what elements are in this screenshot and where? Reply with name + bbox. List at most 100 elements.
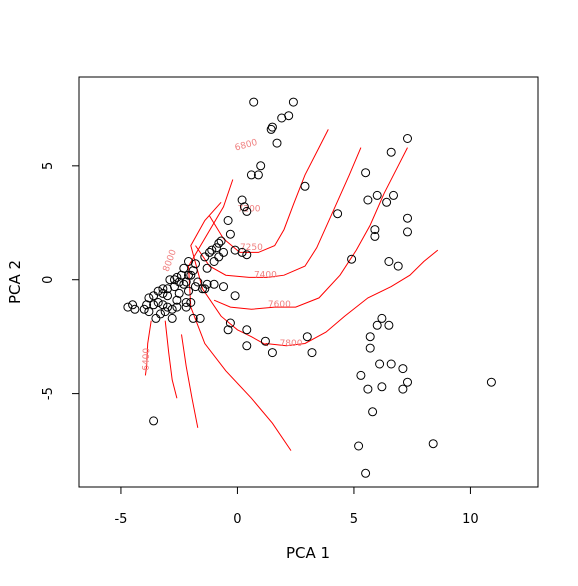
scatter-point [153,286,163,296]
scatter-point [219,247,228,257]
scatter-point [172,302,182,312]
scatter-point [128,300,138,310]
scatter-point [237,195,247,205]
scatter-point [372,320,382,330]
scatter-point [267,348,277,358]
scatter-point [151,313,161,323]
y-axis-ticks: -5 0 5 [41,162,80,400]
scatter-point [188,266,198,276]
scatter-point [172,295,182,305]
scatter-point [354,441,364,451]
scatter-point [403,213,412,223]
scatter-point [167,304,177,314]
scatter-point [377,382,387,392]
scatter-point [242,250,252,260]
scatter-point [163,291,172,301]
scatter-point [398,384,408,394]
scatter-point [225,318,235,328]
scatter-point [256,161,266,171]
scatter-point [237,247,247,257]
scatter-point [249,97,259,107]
scatter-point [174,288,184,298]
scatter-point [266,124,276,134]
scatter-point [200,252,210,262]
scatter-point [144,307,154,317]
scatter-point [361,468,371,478]
scatter-point [170,275,179,285]
scatter-point [219,282,228,292]
scatter-point [302,332,312,342]
scatter-point [163,284,172,294]
scatter-point [142,300,152,310]
scatter-point [202,263,212,273]
scatter-point [365,332,375,342]
contour-lines [144,129,439,451]
scatter-point [307,348,317,358]
data-points [123,97,496,478]
scatter-point [186,270,196,280]
scatter-point [214,238,224,248]
scatter-point [288,97,298,107]
scatter-point [181,302,191,312]
contour-label-extra: 8000 [162,248,179,273]
contour-7000 [187,179,292,451]
scatter-point [177,270,186,280]
scatter-point [486,377,496,387]
scatter-point [181,298,191,307]
scatter-point [223,325,233,335]
scatter-point [209,257,219,266]
scatter-point [386,147,396,157]
plot-frame [78,76,539,488]
scatter-point [377,313,387,323]
x-tick-label: 5 [350,512,358,527]
contour-label-7600: 7600 [268,300,291,310]
scatter-point [272,138,282,148]
scatter-point [216,236,226,246]
y-axis-title: PCA 2 [6,260,24,304]
scatter-point [267,122,277,132]
scatter-point [428,439,438,449]
scatter-point [179,279,189,289]
scatter-point [384,320,394,330]
scatter-point [158,288,168,298]
scatter-point [253,170,263,180]
y-tick-label: 5 [41,162,56,170]
scatter-point [139,304,149,314]
scatter-point [230,291,240,301]
scatter-point [214,252,224,262]
scatter-point [184,270,193,280]
scatter-point [347,254,357,264]
scatter-point [200,284,210,294]
contour-label-7300: 7250 [240,243,263,253]
scatter-point [191,282,200,292]
scatter-point [333,209,343,219]
x-tick-label: -5 [114,512,127,527]
scatter-point [209,279,219,289]
scatter-point [242,341,252,351]
scatter-point [158,284,168,294]
y-tick-label: -5 [41,387,56,400]
scatter-point [181,277,191,287]
scatter-point [403,134,412,143]
scatter-point [365,343,375,353]
scatter-point [300,181,310,191]
scatter-point [202,279,212,289]
x-axis-ticks: -5 0 5 10 [114,486,479,527]
scatter-point [212,243,221,253]
contour-label-6400: 6400 [142,347,153,371]
scatter-point [153,298,163,307]
scatter-point [398,364,408,374]
scatter-point [277,113,287,123]
scatter-point [403,227,412,237]
scatter-point [163,302,172,312]
scatter-point [361,168,371,178]
scatter-point [191,259,200,269]
contour-labels: 6400 6800 7200 7250 7400 7600 7800 8000 [142,138,303,371]
scatter-point [207,245,217,255]
scatter-point [188,313,198,323]
scatter-point [363,195,373,205]
scatter-point [382,197,392,207]
scatter-point [174,277,184,287]
y-tick-label: 0 [41,276,56,284]
